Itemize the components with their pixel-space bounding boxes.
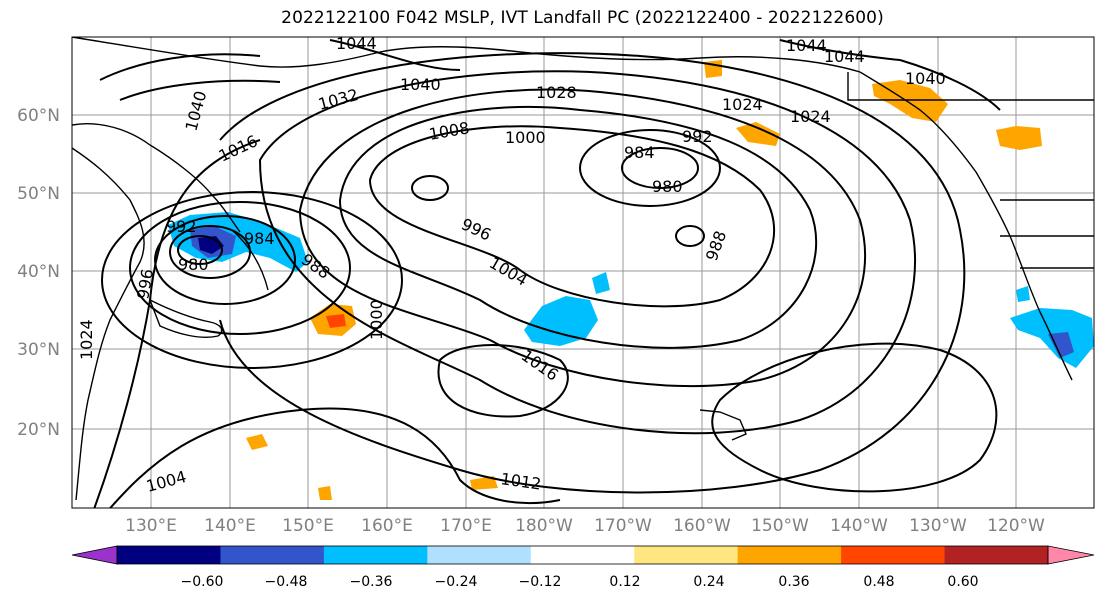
colorbar-segment	[634, 546, 739, 564]
isobar-label: 1044	[824, 47, 865, 66]
isobar-label: 1040	[905, 69, 946, 88]
lon-tick-label: 130°E	[125, 516, 177, 536]
isobar-label: 1024	[77, 319, 96, 360]
colorbar-tick-label: −0.48	[265, 574, 308, 590]
isobar-label: 1024	[790, 107, 831, 126]
lon-tick-label: 140°E	[204, 516, 256, 536]
colorbar-segment	[530, 546, 635, 564]
colorbar-extend-min	[71, 545, 118, 565]
map-frame	[71, 36, 1095, 509]
isobar-labels: 1044 1044 1044 1040 1040 1040 1032 1028 …	[77, 34, 946, 496]
isobar-label: 984	[624, 143, 655, 162]
colorbar-segment	[117, 546, 221, 564]
lon-tick-label: 170°E	[440, 516, 492, 536]
isobar-label: 1000	[505, 128, 546, 147]
isobar-label: 992	[166, 217, 197, 236]
lat-tick-label: 60°N	[17, 106, 60, 126]
lat-tick-label: 20°N	[17, 420, 60, 440]
lon-tick-label: 120°W	[987, 516, 1045, 536]
lon-tick-label: 130°W	[909, 516, 967, 536]
map-title: 2022122100 F042 MSLP, IVT Landfall PC (2…	[281, 8, 884, 28]
colorbar-tick-label: −0.60	[181, 574, 224, 590]
colorbar-segment	[323, 546, 428, 564]
lon-tick-label: 180°W	[515, 516, 573, 536]
colorbar-tick-label: 0.60	[947, 574, 978, 590]
colorbar-tick-label: 0.12	[609, 574, 640, 590]
lon-tick-label: 170°W	[594, 516, 652, 536]
colorbar-tick-label: −0.12	[519, 574, 562, 590]
isobar-label: 984	[244, 229, 275, 248]
isobar-label: 980	[652, 177, 683, 196]
colorbar-extend-max	[1047, 545, 1095, 565]
isobar-label: 992	[682, 127, 713, 146]
colorbar-tick-label: −0.36	[350, 574, 393, 590]
colorbar-segment	[220, 546, 325, 564]
lon-tick-label: 150°E	[282, 516, 334, 536]
lat-tick-labels: 60°N 50°N 40°N 30°N 20°N	[17, 106, 60, 440]
isobar-label: 1028	[536, 83, 577, 102]
colorbar-segment	[841, 546, 946, 564]
colorbar-segment	[737, 546, 842, 564]
colorbar-tick-label: −0.24	[435, 574, 478, 590]
lon-tick-label: 160°W	[673, 516, 731, 536]
isobar-label: 1024	[722, 95, 763, 114]
isobar-label: 1044	[786, 36, 827, 55]
isobar-label: 1000	[367, 299, 386, 340]
lon-tick-label: 150°W	[751, 516, 809, 536]
lat-tick-label: 50°N	[17, 184, 60, 204]
lon-tick-labels: 130°E 140°E 150°E 160°E 170°E 180°W 170°…	[125, 516, 1045, 536]
lon-tick-label: 160°E	[361, 516, 413, 536]
colorbar-tick-label: 0.48	[863, 574, 894, 590]
lat-tick-label: 30°N	[17, 340, 60, 360]
colorbar-tick-labels: −0.60 −0.48 −0.36 −0.24 −0.12 0.12 0.24 …	[181, 574, 979, 590]
colorbar-tick-label: 0.24	[693, 574, 724, 590]
coastlines	[72, 37, 1094, 501]
isobar-label: 1044	[336, 34, 377, 53]
colorbar	[71, 545, 1095, 565]
colorbar-frame	[116, 545, 1049, 565]
colorbar-tick-label: 0.36	[778, 574, 809, 590]
colorbar-segment	[944, 546, 1049, 564]
lon-tick-label: 140°W	[830, 516, 888, 536]
colorbar-segment	[427, 546, 532, 564]
isobar-label: 980	[178, 255, 209, 274]
isobar-label: 1040	[400, 75, 441, 94]
lat-tick-label: 40°N	[17, 262, 60, 282]
isobars	[93, 39, 1001, 508]
